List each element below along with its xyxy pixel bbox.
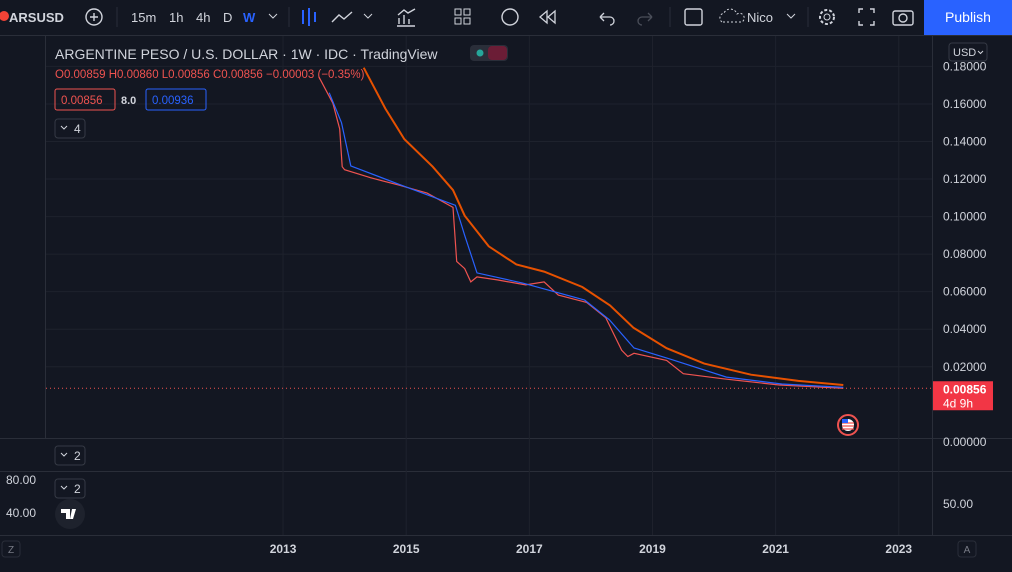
interval-active[interactable]: W — [243, 10, 256, 25]
fullscreen-button[interactable] — [858, 8, 875, 26]
y-tick-label: 0.08000 — [943, 247, 987, 261]
legend-ohlc: O0.00859 H0.00860 L0.00856 C0.00856 −0.0… — [55, 69, 365, 81]
chart-type-menu[interactable] — [363, 13, 373, 19]
y-tick-label: 0.06000 — [943, 285, 987, 299]
legend-title: ARGENTINE PESO / U.S. DOLLAR · 1W · IDC … — [55, 46, 438, 62]
indicator-box — [54, 88, 116, 111]
interval[interactable]: 4h — [196, 10, 210, 25]
axis-button[interactable] — [957, 540, 977, 558]
layout-button[interactable] — [684, 8, 703, 26]
y-tick-label: 0.18000 — [943, 59, 987, 73]
series-line — [318, 76, 844, 389]
interval[interactable]: D — [223, 10, 232, 25]
add-symbol[interactable] — [85, 8, 103, 26]
last-price-tag — [933, 381, 993, 411]
snapshot-button[interactable] — [892, 10, 914, 26]
snapshot-lens — [898, 13, 908, 23]
y-tick-label: 0.16000 — [943, 97, 987, 111]
templates-icon — [463, 17, 471, 25]
x-tick-label: 2013 — [270, 542, 297, 556]
indicator-value: 0.00856 — [61, 95, 103, 107]
overlay: 0.02000 0.04000 0.06000 0.08000 0.10000 0.120… — [46, 59, 993, 556]
x-tick-label: 2015 — [393, 542, 420, 556]
publish-label: Publish — [945, 9, 991, 25]
templates-icon — [454, 17, 462, 25]
cloud-icon — [719, 8, 745, 23]
pane-axis-label: 50.00 — [943, 497, 973, 511]
axis-button[interactable] — [1, 540, 21, 558]
chevron — [60, 485, 68, 490]
toolbar — [0, 0, 1012, 35]
tv-logo — [61, 509, 76, 519]
templates-icon[interactable] — [454, 8, 462, 16]
indicator-value: 0.00936 — [152, 95, 194, 107]
x-tick-label: 2021 — [762, 542, 789, 556]
x-tick-label: 2023 — [885, 542, 912, 556]
redo-button[interactable] — [637, 12, 653, 26]
publish-button[interactable] — [924, 0, 1012, 35]
collapsed-count: 2 — [74, 449, 81, 463]
indicator-value: 8.0 — [121, 95, 136, 107]
pane-axis-label: 0.00000 — [943, 435, 987, 449]
layout-menu[interactable] — [786, 13, 796, 19]
add-symbol-plus — [90, 13, 98, 21]
indicator-icon[interactable] — [331, 11, 353, 23]
data-status — [488, 46, 507, 60]
x-tick-label: 2019 — [639, 542, 666, 556]
symbol[interactable]: ARSUSD — [9, 10, 64, 25]
alert-button[interactable] — [501, 8, 519, 26]
y-tick-label: 0.02000 — [943, 360, 987, 374]
currency-button[interactable] — [948, 42, 988, 62]
y-tick-label: 0.12000 — [943, 172, 987, 186]
pane-left-label: 40.00 — [6, 506, 36, 520]
axis-corner: A — [964, 545, 971, 556]
indicator-box — [145, 88, 207, 111]
collapse-button[interactable] — [54, 445, 86, 466]
pane-left-label: 80.00 — [6, 473, 36, 487]
axis-corner: Z — [8, 545, 14, 556]
series — [318, 67, 844, 389]
countdown: 4d 9h — [943, 396, 973, 410]
collapse-button[interactable] — [54, 478, 86, 499]
interval-menu[interactable] — [268, 13, 278, 19]
chevron — [60, 125, 68, 130]
settings-center — [823, 13, 831, 21]
templates-icon — [463, 8, 471, 16]
collapsed-count: 2 — [74, 482, 81, 496]
symbol-flag — [0, 11, 9, 21]
undo-button[interactable] — [599, 12, 615, 26]
series-line — [328, 92, 844, 388]
series-line — [362, 67, 844, 386]
market-status — [476, 49, 484, 57]
layout-name[interactable]: Nico — [747, 10, 773, 25]
replay-button[interactable] — [539, 9, 556, 25]
y-tick-label: 0.10000 — [943, 210, 987, 224]
flag-canton — [842, 419, 848, 423]
settings-button[interactable] — [819, 9, 835, 25]
x-tick-label: 2017 — [516, 542, 543, 556]
candles-icon[interactable] — [302, 8, 316, 26]
collapsed-count: 4 — [74, 122, 81, 136]
chevron — [977, 50, 984, 55]
y-tick-label: 0.14000 — [943, 135, 987, 149]
indicators-button[interactable] — [397, 8, 416, 27]
last-price-label: 0.00856 — [943, 382, 987, 396]
chevron — [60, 452, 68, 457]
interval[interactable]: 1h — [169, 10, 183, 25]
currency: USD — [953, 47, 976, 59]
collapse-button[interactable] — [54, 118, 86, 139]
interval[interactable]: 15m — [131, 10, 156, 25]
y-tick-label: 0.04000 — [943, 322, 987, 336]
